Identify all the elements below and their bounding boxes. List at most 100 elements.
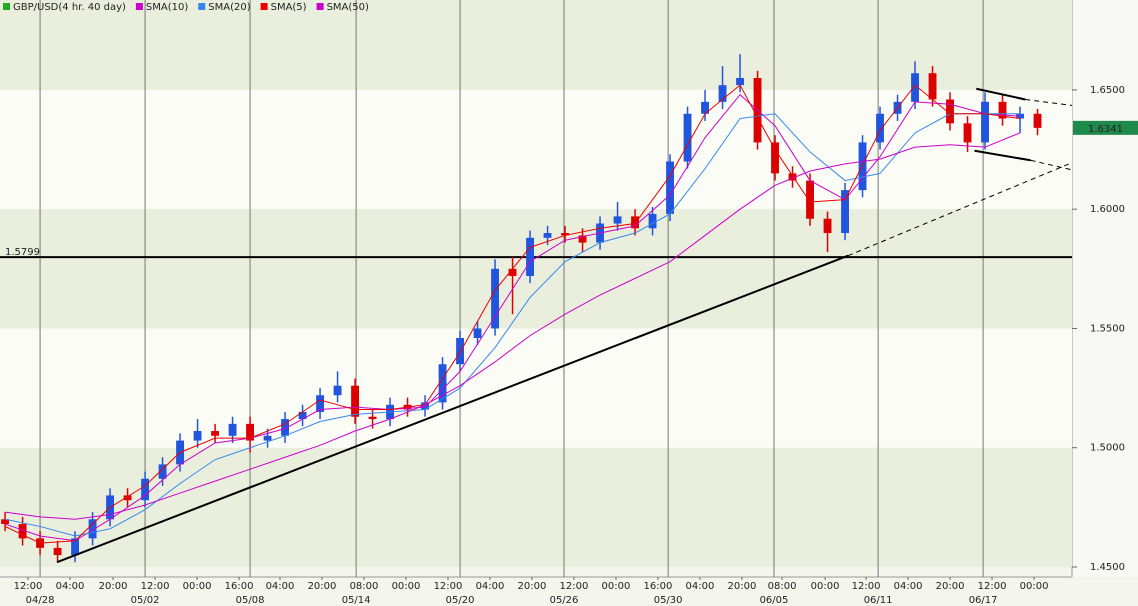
- candle-body: [333, 385, 342, 396]
- y-tick-label: 1.4500: [1090, 562, 1125, 573]
- legend-label: GBP/USD(4 hr. 40 day): [13, 2, 126, 13]
- band: [0, 328, 1072, 448]
- trendline: [974, 149, 1031, 162]
- y-tick-label: 1.6000: [1090, 204, 1125, 215]
- candle-body: [526, 237, 534, 276]
- candle-body: [683, 113, 692, 162]
- candle-body: [823, 218, 832, 234]
- date-label: 04/28: [26, 595, 55, 606]
- sma-line: [4, 93, 1021, 542]
- candle-body: [298, 411, 307, 420]
- x-tick-label: 12:00: [14, 581, 43, 592]
- date-label: 05/30: [654, 595, 683, 606]
- candle-body: [281, 419, 289, 436]
- trendline: [56, 254, 849, 564]
- candle-body: [876, 113, 884, 143]
- x-tick-label: 04:00: [894, 581, 923, 592]
- x-tick-label: 00:00: [811, 581, 840, 592]
- candle-body: [438, 364, 447, 403]
- x-tick-label: 04:00: [476, 581, 505, 592]
- candle-body: [1, 519, 10, 525]
- x-tick-label: 20:00: [308, 581, 337, 592]
- candle-body: [158, 464, 167, 479]
- x-tick-label: 12:00: [141, 581, 170, 592]
- candle-body: [771, 142, 779, 174]
- candle-body: [911, 73, 919, 102]
- candle-body: [1033, 113, 1042, 128]
- legend-swatch: [260, 3, 268, 10]
- candle-body: [963, 123, 972, 143]
- candle-body: [228, 423, 237, 436]
- legend-label: SMA(20): [208, 2, 250, 13]
- x-tick-label: 20:00: [936, 581, 965, 592]
- sma-line: [4, 113, 1021, 537]
- x-tick-label: 16:00: [644, 581, 673, 592]
- last-price-tag: [1073, 120, 1138, 135]
- candle-body: [123, 495, 132, 501]
- date-label: 05/20: [446, 595, 475, 606]
- candle-body: [736, 77, 744, 86]
- candle-body: [998, 101, 1007, 119]
- x-tick-label: 12:00: [852, 581, 881, 592]
- x-tick-label: 12:00: [560, 581, 589, 592]
- x-tick-label: 00:00: [392, 581, 421, 592]
- date-label: 05/26: [550, 595, 579, 606]
- sma-line: [5, 132, 1021, 520]
- candle-body: [53, 547, 62, 556]
- x-tick-label: 00:00: [602, 581, 631, 592]
- candle-body: [508, 268, 517, 276]
- band: [0, 0, 1072, 90]
- sma-line: [4, 84, 1021, 544]
- candle-body: [18, 524, 27, 539]
- candle-body: [88, 519, 97, 539]
- candle-body: [368, 416, 377, 420]
- trendline: [976, 87, 1026, 101]
- candle-body: [421, 402, 429, 410]
- date-label: 06/05: [760, 595, 789, 606]
- date-label: 06/17: [969, 595, 998, 606]
- x-tick-label: 20:00: [728, 581, 757, 592]
- x-tick-label: 04:00: [266, 581, 295, 592]
- candle-body: [648, 213, 657, 229]
- candle-body: [981, 101, 989, 143]
- x-tick-label: 12:00: [978, 581, 1007, 592]
- y-tick-label: 1.6500: [1090, 85, 1125, 96]
- date-label: 05/14: [342, 595, 371, 606]
- candle-body: [561, 233, 569, 236]
- legend-swatch: [316, 3, 324, 10]
- candle-body: [631, 216, 639, 229]
- x-tick-label: 20:00: [99, 581, 128, 592]
- candle-body: [211, 431, 220, 436]
- date-label: 05/08: [236, 595, 265, 606]
- x-tick-label: 04:00: [56, 581, 85, 592]
- candle-body: [788, 173, 797, 181]
- y-tick-label: 1.5000: [1090, 443, 1125, 454]
- candle-body: [351, 385, 359, 417]
- date-label: 06/11: [864, 595, 893, 606]
- band: [0, 209, 1072, 329]
- candle-body: [718, 85, 727, 102]
- candle-body: [858, 142, 867, 191]
- band: [0, 447, 1072, 567]
- x-tick-label: 00:00: [1020, 581, 1049, 592]
- candle-body: [841, 190, 849, 234]
- candle-body: [456, 337, 464, 365]
- date-label: 05/02: [131, 595, 160, 606]
- candle-body: [491, 268, 499, 329]
- legend-swatch: [3, 3, 10, 10]
- candle-body: [613, 216, 622, 224]
- candle-body: [928, 73, 937, 100]
- trendline: [1025, 98, 1073, 106]
- candle-body: [543, 233, 552, 238]
- x-tick-label: 08:00: [768, 581, 797, 592]
- legend-label: SMA(50): [327, 2, 369, 13]
- trendline: [847, 162, 1073, 257]
- candle-body: [193, 431, 202, 441]
- candle-body: [946, 99, 954, 124]
- last-price-label: 1.6341: [1088, 124, 1123, 135]
- legend-label: SMA(5): [271, 2, 307, 13]
- x-tick-label: 04:00: [686, 581, 715, 592]
- candle-body: [806, 180, 814, 219]
- x-tick-label: 16:00: [225, 581, 254, 592]
